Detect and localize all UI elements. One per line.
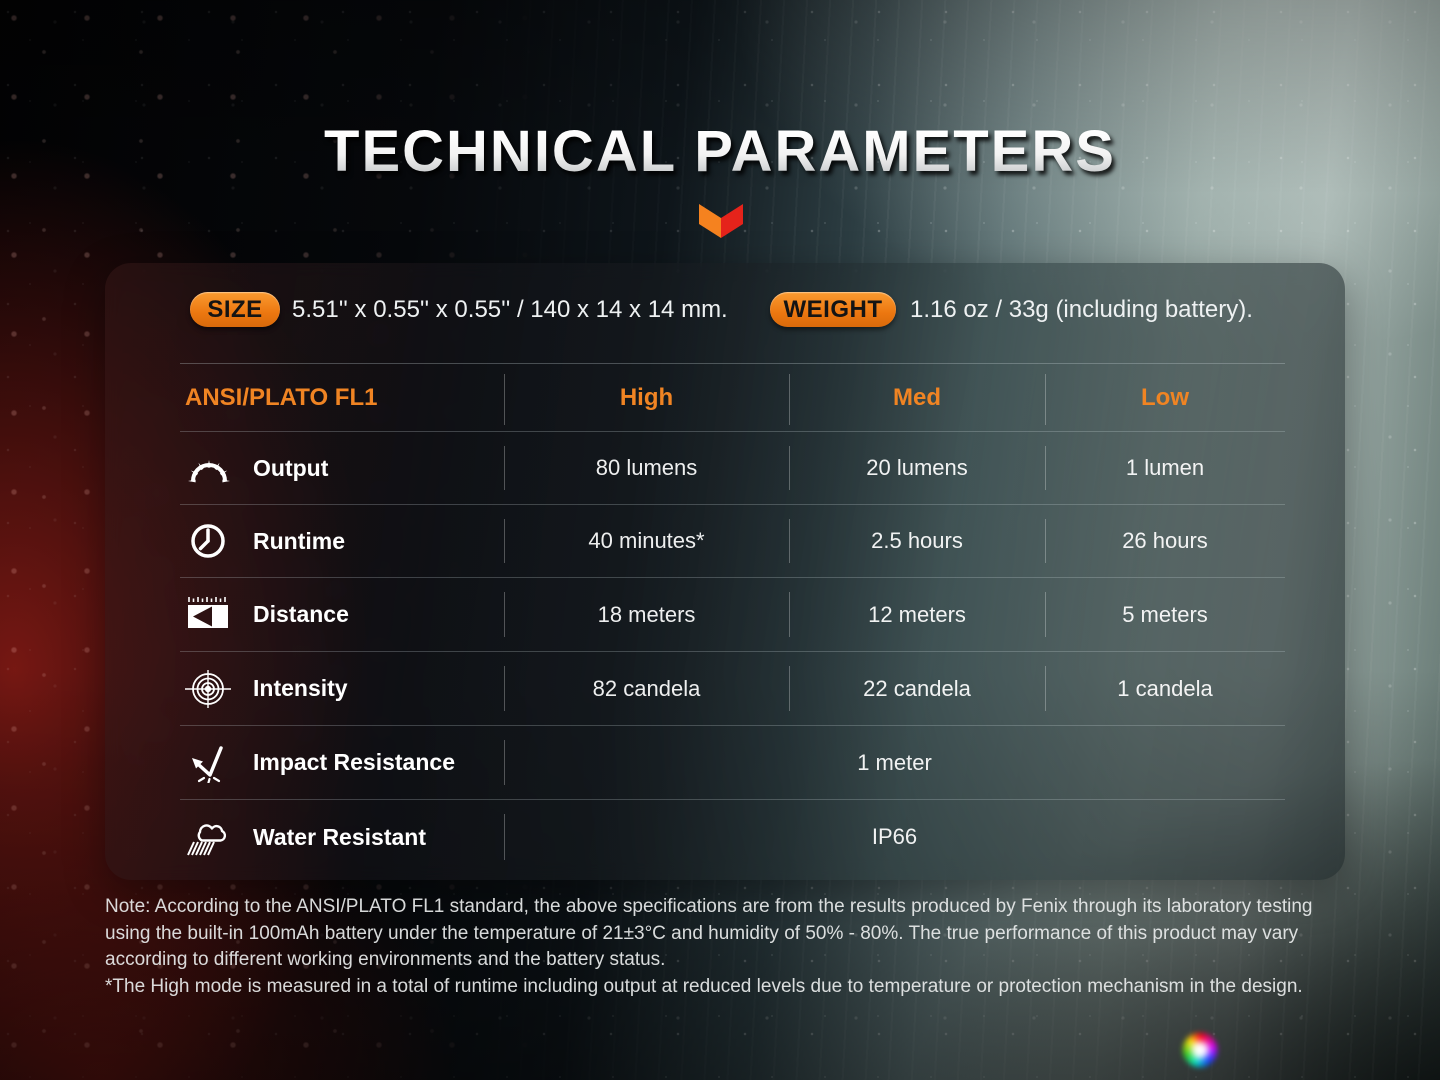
row-label: Runtime (253, 527, 345, 554)
footnote-line: *The High mode is measured in a total of… (105, 975, 1303, 997)
beam-distance-icon (188, 596, 228, 628)
row-label: Output (253, 454, 329, 481)
intensity-med: 22 candela (789, 652, 1045, 725)
footnote-line: Note: According to the ANSI/PLATO FL1 st… (105, 896, 1313, 917)
target-intensity-icon (185, 669, 231, 708)
row-label: Distance (253, 601, 349, 627)
distance-low: 5 meters (1045, 578, 1285, 651)
col-header-med: Med (789, 364, 1045, 431)
clock-runtime-icon (191, 524, 225, 558)
size-badge: SIZE (190, 292, 280, 327)
col-header-low: Low (1045, 364, 1285, 431)
impact-bounce-icon (192, 745, 223, 783)
sunburst-output-icon (188, 460, 230, 483)
footnote: Note: According to the ANSI/PLATO FL1 st… (105, 894, 1313, 1000)
distance-high: 18 meters (504, 578, 789, 651)
table-row-distance: Distance 18 meters 12 meters 5 meters (180, 578, 1285, 652)
col-header-ansi: ANSI/PLATO FL1 (185, 383, 378, 411)
water-value: IP66 (504, 800, 1285, 874)
table-row-output: Output 80 lumens 20 lumens 1 lumen (180, 432, 1285, 505)
rgb-light-dot (1183, 1033, 1217, 1067)
impact-value: 1 meter (504, 726, 1285, 799)
output-low: 1 lumen (1045, 432, 1285, 504)
table-row-intensity: Intensity 82 candela 22 candela 1 candel… (180, 652, 1285, 726)
spec-panel: SIZE 5.51'' x 0.55'' x 0.55'' / 140 x 14… (105, 263, 1345, 880)
spec-table: ANSI/PLATO FL1 High Med Low (180, 363, 1285, 874)
distance-med: 12 meters (789, 578, 1045, 651)
weight-badge: WEIGHT (770, 292, 896, 327)
intensity-high: 82 candela (504, 652, 789, 725)
footnote-line: according to different working environme… (105, 949, 666, 970)
col-header-high: High (504, 364, 789, 431)
size-value: 5.51'' x 0.55'' x 0.55'' / 140 x 14 x 14… (292, 295, 728, 323)
table-row-water: Water Resistant IP66 (180, 800, 1285, 874)
table-row-runtime: Runtime 40 minutes* 2.5 hours 26 hours (180, 505, 1285, 578)
row-label: Water Resistant (253, 823, 426, 850)
row-label: Impact Resistance (253, 749, 455, 775)
chevron-down-icon (699, 204, 743, 238)
weight-value: 1.16 oz / 33g (including battery). (910, 295, 1253, 323)
runtime-low: 26 hours (1045, 505, 1285, 577)
intensity-low: 1 candela (1045, 652, 1285, 725)
footnote-line: using the built-in 100mAh battery under … (105, 922, 1299, 944)
output-high: 80 lumens (504, 432, 789, 504)
page-title: TECHNICAL PARAMETERS (0, 118, 1440, 185)
row-label: Intensity (253, 675, 348, 701)
runtime-high: 40 minutes* (504, 505, 789, 577)
table-row-impact: Impact Resistance 1 meter (180, 726, 1285, 800)
rain-cloud-icon (187, 824, 227, 856)
runtime-med: 2.5 hours (789, 505, 1045, 577)
table-header-row: ANSI/PLATO FL1 High Med Low (180, 363, 1285, 432)
output-med: 20 lumens (789, 432, 1045, 504)
